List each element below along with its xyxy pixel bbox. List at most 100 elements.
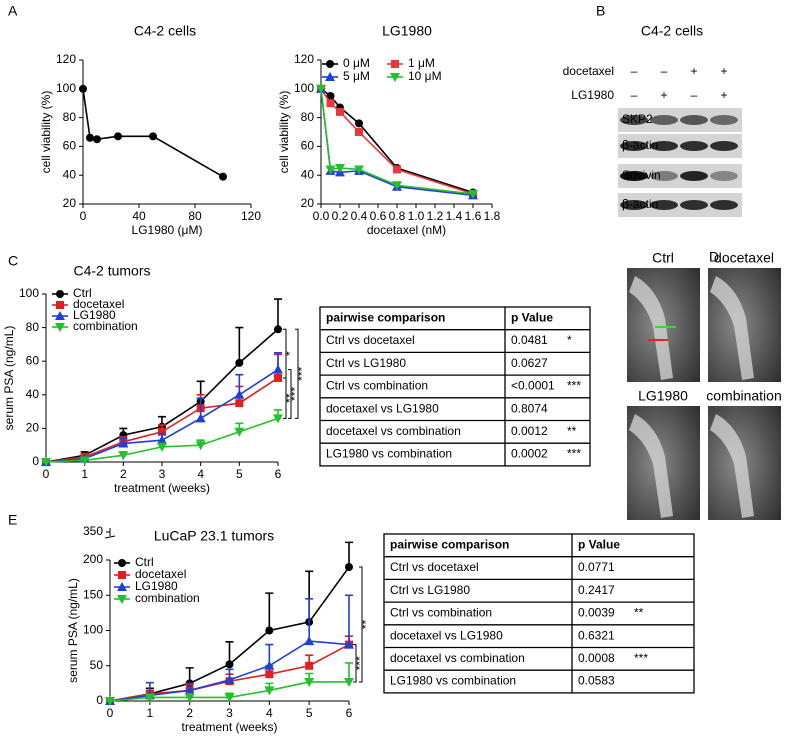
table-stars: ** [634, 606, 644, 620]
error-bar [274, 298, 282, 330]
legend-label: LG1980 [73, 308, 116, 322]
table-cell: 0.0008 [578, 651, 615, 665]
marker [326, 92, 335, 100]
marker [157, 442, 167, 452]
y-tick-label: 40 [63, 167, 77, 181]
legend-label: 0 μM [343, 56, 370, 70]
legend-label: combination [73, 319, 138, 333]
panel-label: D [709, 249, 719, 265]
legend-label: docetaxel [135, 567, 186, 581]
series-line [320, 88, 474, 197]
blot-band [620, 141, 648, 151]
table-cell: 0.0481 [511, 333, 548, 347]
chart-title: LuCaP 23.1 tumors [154, 528, 274, 544]
marker [86, 133, 94, 142]
table-stars: ** [567, 424, 577, 438]
blot-band [650, 115, 678, 125]
table-cell: docetaxel vs combination [390, 651, 525, 665]
blot-band [680, 200, 708, 210]
table-stars: *** [634, 651, 648, 665]
marker [195, 413, 206, 423]
condition-sign: + [660, 88, 667, 102]
y-tick-label: 100 [83, 623, 103, 637]
marker [117, 582, 127, 591]
xray-bone [710, 414, 754, 518]
marker [55, 323, 65, 332]
marker [55, 311, 65, 320]
y-tick-label: 40 [26, 387, 40, 401]
marker [335, 164, 345, 173]
blot-band [620, 171, 648, 181]
error-bar [265, 592, 274, 631]
y-tick-label: 60 [26, 353, 40, 367]
x-tick-label: 5 [236, 467, 243, 481]
x-tick-label: 0.2 [332, 209, 349, 223]
x-tick-label: 4 [266, 706, 273, 720]
table-cell: 0.0771 [578, 560, 615, 574]
condition-sign: – [631, 64, 638, 78]
series-line [320, 88, 474, 194]
legend-label: docetaxel [73, 297, 124, 311]
marker [224, 674, 235, 684]
legend-label: Ctrl [135, 555, 154, 569]
x-tick-label: 0 [80, 209, 87, 223]
x-tick-label: 80 [188, 209, 202, 223]
marker [305, 661, 314, 670]
x-tick-label: 6 [346, 706, 353, 720]
x-tick-label: 6 [275, 467, 282, 481]
legend-label: LG1980 [135, 579, 178, 593]
table-cell: docetaxel vs combination [326, 424, 461, 438]
x-axis-label: treatment (weeks) [181, 720, 277, 734]
x-axis-label: treatment (weeks) [114, 481, 210, 495]
significance-bracket [288, 369, 292, 419]
y-axis-label: serum PSA (ng/mL) [66, 578, 80, 683]
significance-label: ** [359, 620, 373, 630]
marker [184, 685, 195, 695]
table-cell: Ctrl vs combination [326, 379, 428, 393]
x-tick-label: 0.6 [370, 209, 387, 223]
y-tick-label: 60 [63, 139, 77, 153]
marker [118, 438, 129, 448]
marker [93, 135, 101, 144]
table-cell: 0.0627 [511, 356, 548, 370]
table-header: p Value [511, 311, 553, 325]
marker [114, 132, 122, 141]
marker [149, 132, 157, 141]
marker [117, 595, 127, 604]
xray-bone [629, 276, 673, 380]
marker [264, 660, 275, 670]
marker [355, 128, 363, 136]
x-tick-label: 0 [107, 706, 114, 720]
y-tick-label: 80 [301, 110, 315, 124]
marker [265, 626, 274, 635]
table-cell: Ctrl vs LG1980 [326, 356, 406, 370]
marker [273, 414, 283, 424]
xray-label: LG1980 [638, 388, 688, 404]
y-tick-label: 100 [294, 81, 314, 95]
y-tick-label: 60 [301, 139, 315, 153]
marker [158, 427, 166, 436]
blot-band [710, 141, 738, 151]
significance-label: *** [295, 366, 309, 380]
blot-band [680, 141, 708, 151]
marker [144, 693, 155, 703]
xray-label: Ctrl [652, 250, 674, 266]
table-frame [319, 306, 591, 467]
blot-band [620, 115, 648, 125]
y-tick-label: 20 [301, 196, 315, 210]
band-label: β-actin [622, 138, 658, 152]
error-bar [345, 541, 353, 568]
blot-band [680, 171, 708, 181]
significance-label: *** [288, 387, 302, 401]
table-cell: 0.0012 [511, 424, 548, 438]
band-label: β-actin [622, 197, 658, 211]
legend-label: 5 μM [343, 69, 370, 83]
table-frame [383, 533, 695, 694]
significance-bracket [359, 566, 363, 683]
blot-band [620, 200, 648, 210]
table-stars: *** [567, 379, 581, 393]
blot-band [650, 141, 678, 151]
x-tick-label: 1.2 [427, 209, 444, 223]
condition-sign: – [691, 88, 698, 102]
panel-label: E [8, 512, 17, 528]
